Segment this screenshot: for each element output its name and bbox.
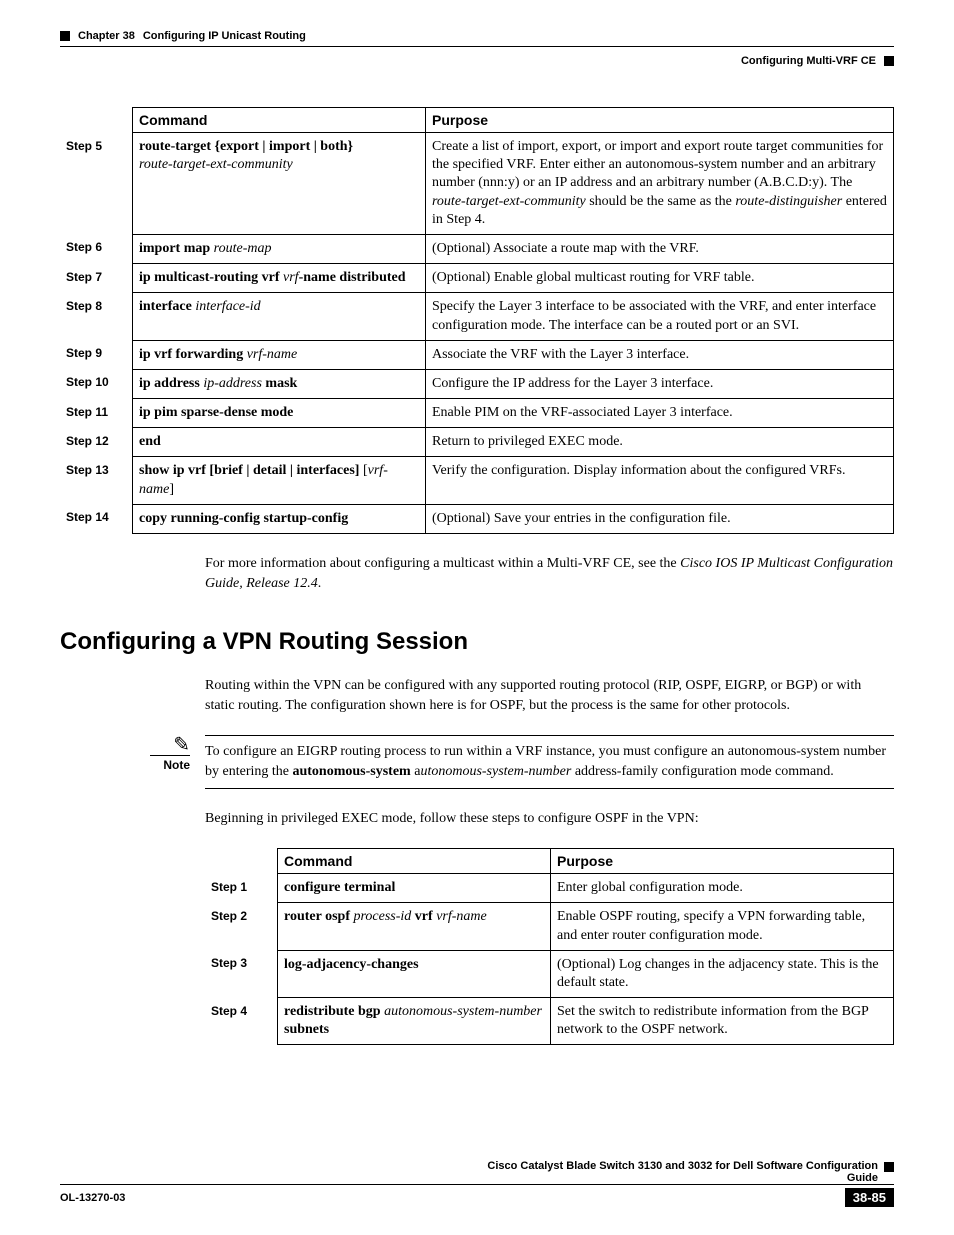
command-cell: ip multicast-routing vrf vrf-name distri… [133, 264, 426, 293]
vpn-routing-intro: Routing within the VPN can be configured… [205, 676, 894, 715]
command-cell: ip pim sparse-dense mode [133, 399, 426, 428]
table-row: Step 12 endReturn to privileged EXEC mode… [60, 428, 894, 457]
table2-purpose-header: Purpose [551, 849, 894, 874]
table-row: Step 4 redistribute bgp autonomous-system… [205, 998, 894, 1045]
table-row: Step 6 import map route-map(Optional) Ass… [60, 234, 894, 263]
purpose-cell: Set the switch to redistribute informati… [551, 998, 894, 1045]
step-label: Step 2 [211, 909, 247, 923]
vrf-config-table: Command Purpose Step 5 route-target {expo… [60, 107, 894, 534]
command-cell: end [133, 428, 426, 457]
table-row: Step 8 interface interface-idSpecify the … [60, 293, 894, 340]
table-row: Step 14 copy running-config startup-confi… [60, 504, 894, 533]
command-cell: show ip vrf [brief | detail | interfaces… [133, 457, 426, 504]
note-label: Note [163, 758, 190, 772]
step-label: Step 5 [66, 139, 102, 153]
ospf-config-table: Command Purpose Step 1 configure terminal… [205, 848, 894, 1045]
footer-doc-id: OL-13270-03 [60, 1192, 125, 1204]
purpose-cell: Enter global configuration mode. [551, 874, 894, 903]
multicast-reference-paragraph: For more information about configuring a… [205, 554, 894, 593]
table2-command-header: Command [278, 849, 551, 874]
section-header: Configuring Multi-VRF CE [60, 55, 894, 67]
command-cell: configure terminal [278, 874, 551, 903]
section-square-icon [884, 56, 894, 66]
note-pencil-icon: ✎ [150, 735, 190, 755]
table-row: Step 2 router ospf process-id vrf vrf-nam… [205, 903, 894, 950]
table1-purpose-header: Purpose [426, 108, 894, 133]
chapter-title: Configuring IP Unicast Routing [143, 30, 306, 42]
step-label: Step 11 [66, 405, 108, 419]
step-label: Step 12 [66, 434, 109, 448]
step-label: Step 13 [66, 463, 109, 477]
step-label: Step 6 [66, 240, 102, 254]
table-row: Step 9 ip vrf forwarding vrf-nameAssociat… [60, 340, 894, 369]
command-cell: redistribute bgp autonomous-system-numbe… [278, 998, 551, 1045]
footer-doc-title: Cisco Catalyst Blade Switch 3130 and 303… [469, 1160, 878, 1184]
step-label: Step 3 [211, 956, 247, 970]
table-row: Step 13 show ip vrf [brief | detail | int… [60, 457, 894, 504]
table-row: Step 11 ip pim sparse-dense modeEnable PI… [60, 399, 894, 428]
step-label: Step 9 [66, 346, 102, 360]
chapter-number: Chapter 38 [78, 30, 135, 42]
purpose-cell: Create a list of import, export, or impo… [426, 133, 894, 235]
table-row: Step 7 ip multicast-routing vrf vrf-name … [60, 264, 894, 293]
step-label: Step 14 [66, 510, 109, 524]
footer-square-icon [884, 1162, 894, 1172]
purpose-cell: (Optional) Associate a route map with th… [426, 234, 894, 263]
command-cell: route-target {export | import | both}rou… [133, 133, 426, 235]
step-label: Step 10 [66, 375, 109, 389]
purpose-cell: (Optional) Enable global multicast routi… [426, 264, 894, 293]
command-cell: log-adjacency-changes [278, 950, 551, 997]
command-cell: import map route-map [133, 234, 426, 263]
table-row: Step 5 route-target {export | import | bo… [60, 133, 894, 235]
step-label: Step 4 [211, 1004, 247, 1018]
purpose-cell: Specify the Layer 3 interface to be asso… [426, 293, 894, 340]
table-row: Step 1 configure terminalEnter global con… [205, 874, 894, 903]
header-rule [60, 46, 894, 47]
command-cell: copy running-config startup-config [133, 504, 426, 533]
purpose-cell: Enable OSPF routing, specify a VPN forwa… [551, 903, 894, 950]
purpose-cell: Configure the IP address for the Layer 3… [426, 369, 894, 398]
vpn-routing-heading: Configuring a VPN Routing Session [60, 628, 894, 656]
purpose-cell: Verify the configuration. Display inform… [426, 457, 894, 504]
purpose-cell: (Optional) Save your entries in the conf… [426, 504, 894, 533]
table-row: Step 10 ip address ip-address maskConfigu… [60, 369, 894, 398]
purpose-cell: Enable PIM on the VRF-associated Layer 3… [426, 399, 894, 428]
page-number: 38-85 [845, 1188, 894, 1207]
note-text: To configure an EIGRP routing process to… [205, 735, 894, 788]
page-footer: Cisco Catalyst Blade Switch 3130 and 303… [60, 1160, 894, 1207]
command-cell: router ospf process-id vrf vrf-name [278, 903, 551, 950]
purpose-cell: Return to privileged EXEC mode. [426, 428, 894, 457]
step-label: Step 8 [66, 299, 102, 313]
table-row: Step 3 log-adjacency-changes(Optional) Lo… [205, 950, 894, 997]
command-cell: ip vrf forwarding vrf-name [133, 340, 426, 369]
purpose-cell: (Optional) Log changes in the adjacency … [551, 950, 894, 997]
ospf-steps-intro: Beginning in privileged EXEC mode, follo… [205, 809, 894, 829]
step-label: Step 1 [211, 880, 247, 894]
command-cell: ip address ip-address mask [133, 369, 426, 398]
header-square-icon [60, 31, 70, 41]
section-title: Configuring Multi-VRF CE [741, 55, 876, 67]
note-block: ✎ Note To configure an EIGRP routing pro… [60, 735, 894, 788]
step-label: Step 7 [66, 270, 102, 284]
chapter-header: Chapter 38 Configuring IP Unicast Routin… [60, 30, 894, 42]
command-cell: interface interface-id [133, 293, 426, 340]
table1-command-header: Command [133, 108, 426, 133]
purpose-cell: Associate the VRF with the Layer 3 inter… [426, 340, 894, 369]
